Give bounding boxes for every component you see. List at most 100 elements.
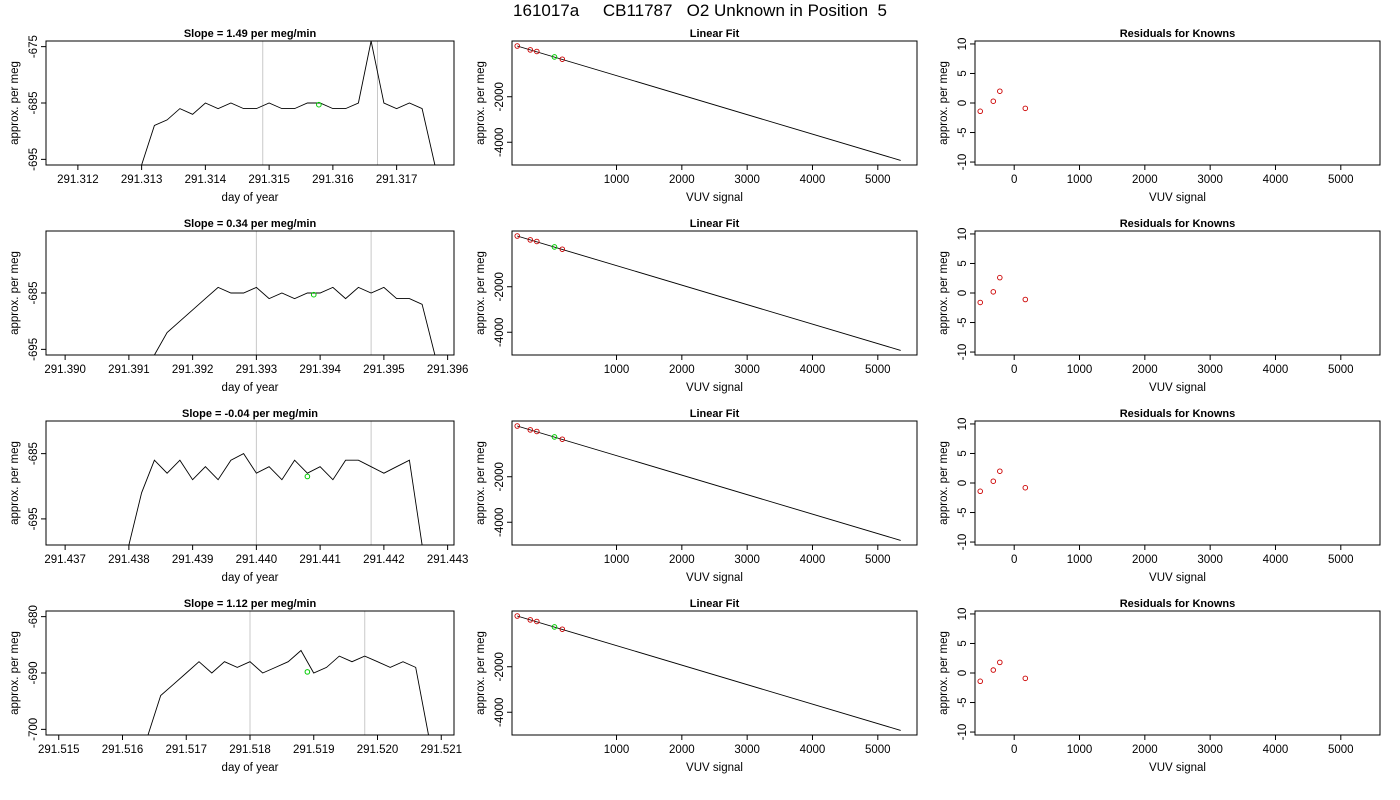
x-tick-label: 3000 xyxy=(734,554,760,566)
unknown-marker xyxy=(551,244,558,250)
x-tick-label: 3000 xyxy=(734,174,760,186)
y-tick-label: 0 xyxy=(957,100,969,106)
y-tick-label: -685 xyxy=(28,442,40,465)
y-axis-label: approx. per meg xyxy=(938,61,950,145)
panel-residuals-4: Residuals for Knowns 0 1000 2000 3000 4000 500… xyxy=(938,598,1381,774)
x-tick-label: 4000 xyxy=(1263,174,1289,186)
y-axis-label: approx. per meg xyxy=(475,61,487,145)
panel-linear-fit-4: Linear Fit 1000 2000 3000 4000 5000 -4000 -2000… xyxy=(475,598,918,774)
x-tick-label: 291.515 xyxy=(38,744,80,756)
x-tick-label: 1000 xyxy=(604,744,630,756)
x-tick-label: 2000 xyxy=(1132,364,1158,376)
y-tick-label: -10 xyxy=(957,154,969,171)
x-tick-label: 291.439 xyxy=(172,554,214,566)
x-tick-label: 291.517 xyxy=(165,744,207,756)
x-tick-label: 1000 xyxy=(604,364,630,376)
x-tick-label: 291.521 xyxy=(420,744,462,756)
y-axis-label: approx. per meg xyxy=(475,251,487,335)
y-tick-label: -2000 xyxy=(494,652,506,681)
y-axis-label: approx. per meg xyxy=(938,631,950,715)
plot-area xyxy=(147,649,429,735)
x-tick-label: 291.317 xyxy=(376,174,418,186)
x-tick-label: 291.313 xyxy=(121,174,163,186)
x-tick-label: 0 xyxy=(1011,554,1017,566)
series-line xyxy=(141,41,436,165)
x-tick-label: 1000 xyxy=(1067,744,1093,756)
x-tick-label: 0 xyxy=(1011,174,1017,186)
x-tick-label: 1000 xyxy=(604,174,630,186)
panel-timeseries-3: Slope = -0.04 per meg/min 291.437 291.438 2… xyxy=(9,408,468,584)
y-tick-label: -10 xyxy=(957,724,969,741)
x-tick-label: 291.312 xyxy=(57,174,99,186)
y-tick-label: 5 xyxy=(957,70,969,76)
data-point xyxy=(1022,296,1029,303)
panel-title: Residuals for Knowns xyxy=(1120,408,1236,420)
x-tick-label: 0 xyxy=(1011,744,1017,756)
x-tick-label: 2000 xyxy=(669,174,695,186)
data-point xyxy=(990,478,997,484)
y-tick-label: -10 xyxy=(957,344,969,361)
panel-timeseries-1: Slope = 1.49 per meg/min 291.312 291.313 29… xyxy=(9,28,455,204)
panel-residuals-2: Residuals for Knowns 0 1000 2000 3000 4000 500… xyxy=(938,218,1381,394)
fit-line xyxy=(517,615,901,731)
y-tick-label: 10 xyxy=(957,38,969,51)
panel-title: Slope = 0.34 per meg/min xyxy=(184,218,317,230)
y-axis-label: approx. per meg xyxy=(9,441,21,525)
plot-area xyxy=(514,613,901,731)
y-axis-label: approx. per meg xyxy=(475,441,487,525)
x-tick-label: 291.396 xyxy=(427,364,469,376)
y-tick-label: -4000 xyxy=(494,318,506,347)
unknown-marker xyxy=(304,473,311,480)
panel-title: Slope = -0.04 per meg/min xyxy=(182,408,318,420)
plot-frame xyxy=(511,420,918,546)
x-tick-label: 0 xyxy=(1011,364,1017,376)
x-tick-label: 291.518 xyxy=(229,744,271,756)
y-tick-label: -2000 xyxy=(494,462,506,491)
panel-title: Residuals for Knowns xyxy=(1120,28,1236,40)
unknown-marker xyxy=(304,669,311,675)
x-tick-label: 5000 xyxy=(1328,554,1354,566)
x-tick-label: 4000 xyxy=(800,174,826,186)
y-tick-label: 10 xyxy=(957,418,969,431)
data-point xyxy=(997,468,1003,474)
y-tick-label: -690 xyxy=(28,661,40,684)
x-tick-label: 3000 xyxy=(1197,364,1223,376)
plot-area xyxy=(141,41,436,165)
x-tick-label: 291.393 xyxy=(236,364,278,376)
data-point xyxy=(977,108,983,115)
unknown-marker xyxy=(551,54,558,60)
y-tick-label: -5 xyxy=(957,317,969,327)
panel-title: Linear Fit xyxy=(690,28,740,40)
y-tick-label: -680 xyxy=(28,605,40,628)
x-axis-label: day of year xyxy=(222,382,279,394)
data-point xyxy=(514,43,520,49)
x-axis-label: VUV signal xyxy=(686,572,743,584)
unknown-marker xyxy=(551,434,558,440)
x-tick-label: 291.395 xyxy=(363,364,405,376)
data-point xyxy=(534,48,540,55)
plot-frame xyxy=(511,230,918,356)
plot-area xyxy=(154,286,436,355)
y-tick-label: -2000 xyxy=(494,82,506,111)
y-tick-label: -685 xyxy=(28,91,40,114)
x-tick-label: 4000 xyxy=(1263,554,1289,566)
x-tick-label: 291.443 xyxy=(427,554,469,566)
plot-frame xyxy=(45,420,455,546)
y-tick-label: -5 xyxy=(957,127,969,137)
data-point xyxy=(990,289,997,295)
unknown-marker xyxy=(551,624,558,630)
x-tick-label: 3000 xyxy=(1197,174,1223,186)
x-tick-label: 291.519 xyxy=(293,744,335,756)
x-axis-label: VUV signal xyxy=(1149,572,1206,584)
panel-timeseries-4: Slope = 1.12 per meg/min 291.515 291.516 29… xyxy=(9,598,462,774)
x-tick-label: 2000 xyxy=(1132,174,1158,186)
data-point xyxy=(977,299,983,306)
data-point xyxy=(514,613,520,619)
y-axis-label: approx. per meg xyxy=(9,61,21,145)
y-tick-label: 5 xyxy=(957,640,969,646)
x-tick-label: 1000 xyxy=(1067,364,1093,376)
x-axis-label: VUV signal xyxy=(686,192,743,204)
data-point xyxy=(990,98,997,104)
x-tick-label: 2000 xyxy=(1132,554,1158,566)
y-tick-label: -4000 xyxy=(494,698,506,727)
